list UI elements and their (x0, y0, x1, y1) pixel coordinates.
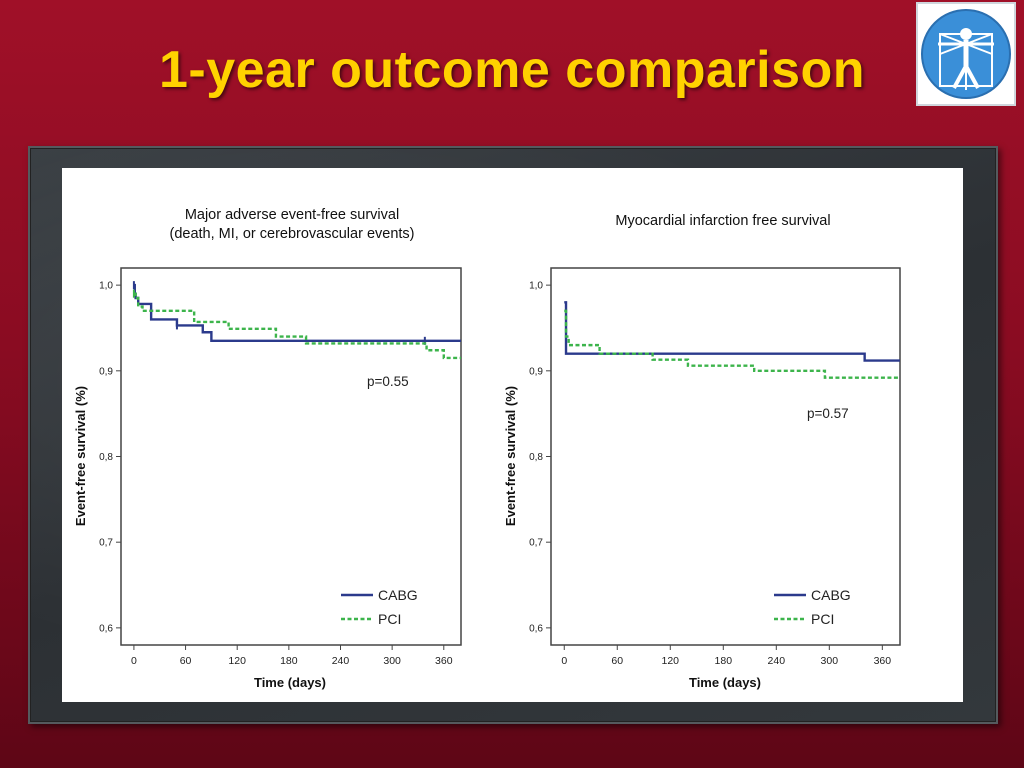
legend-label-pci: PCI (378, 611, 401, 627)
y-tick-label: 0,8 (529, 452, 543, 463)
x-tick-label: 60 (611, 655, 623, 667)
series-line-cabg (564, 301, 900, 362)
x-axis-label: Time (days) (254, 675, 326, 690)
vitruvian-man-logo (916, 2, 1016, 106)
y-tick-label: 0,6 (99, 623, 113, 634)
y-tick-label: 1,0 (529, 281, 543, 292)
y-tick-label: 0,8 (99, 452, 113, 463)
x-tick-label: 240 (332, 655, 350, 667)
x-tick-label: 300 (821, 655, 839, 667)
x-tick-label: 0 (131, 655, 137, 667)
legend-label-cabg: CABG (811, 587, 851, 603)
x-tick-label: 60 (180, 655, 192, 667)
y-axis-label: Event-free survival (%) (503, 386, 518, 526)
x-tick-label: 180 (280, 655, 298, 667)
x-tick-label: 360 (435, 655, 453, 667)
x-tick-label: 240 (768, 655, 786, 667)
legend-label-pci: PCI (811, 611, 834, 627)
p-value-annotation: p=0.57 (807, 406, 849, 421)
x-tick-label: 120 (662, 655, 680, 667)
x-axis-label: Time (days) (689, 675, 761, 690)
legend-label-cabg: CABG (378, 587, 418, 603)
x-tick-label: 360 (874, 655, 892, 667)
survival-figure: Major adverse event-free survival (death… (73, 207, 901, 690)
x-tick-label: 300 (383, 655, 401, 667)
figure-panel: Major adverse event-free survival (death… (62, 168, 963, 702)
y-tick-label: 0,6 (529, 623, 543, 634)
y-tick-label: 0,9 (99, 366, 113, 377)
y-tick-label: 1,0 (99, 281, 113, 292)
series-line-pci (133, 292, 461, 360)
y-axis-label: Event-free survival (%) (73, 386, 88, 526)
y-tick-label: 0,9 (529, 366, 543, 377)
p-value-annotation: p=0.55 (367, 374, 409, 389)
chart-subtitle: (death, MI, or cerebrovascular events) (170, 226, 415, 242)
logo-icon (921, 9, 1011, 99)
x-tick-label: 180 (715, 655, 733, 667)
y-tick-label: 0,7 (529, 538, 543, 549)
y-tick-label: 0,7 (99, 538, 113, 549)
x-tick-label: 0 (561, 655, 567, 667)
slide-title: 1-year outcome comparison (158, 41, 866, 99)
series-line-cabg (133, 283, 461, 343)
chart-title: Myocardial infarction free survival (615, 213, 830, 229)
x-tick-label: 120 (228, 655, 246, 667)
series-line-pci (564, 309, 900, 379)
chart-title: Major adverse event-free survival (185, 207, 399, 223)
